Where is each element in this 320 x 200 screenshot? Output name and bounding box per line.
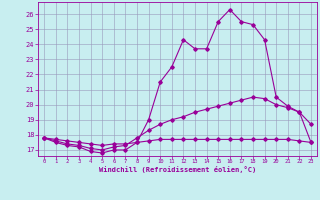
- X-axis label: Windchill (Refroidissement éolien,°C): Windchill (Refroidissement éolien,°C): [99, 166, 256, 173]
